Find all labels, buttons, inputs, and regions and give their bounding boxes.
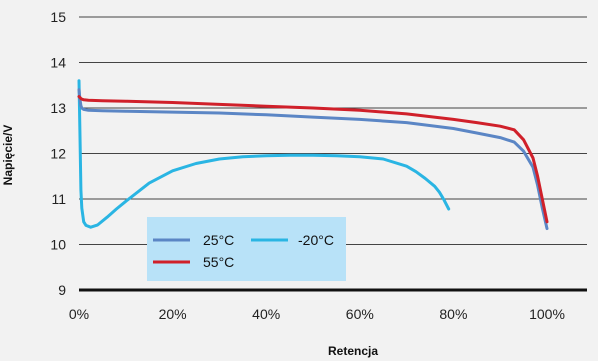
y-tick-labels: 9 10 11 12 13 14 15 [50,9,66,298]
legend: 25°C -20°C 55°C [147,217,346,281]
y-tick-10: 10 [50,237,66,253]
x-tick-60: 60% [346,306,374,322]
legend-box [147,217,346,281]
y-tick-9: 9 [58,282,66,298]
y-tick-12: 12 [50,146,66,162]
x-tick-100: 100% [529,306,565,322]
x-tick-20: 20% [159,306,187,322]
y-tick-15: 15 [50,9,66,25]
y-tick-14: 14 [50,55,66,71]
y-axis-title: Napięcie/V [1,125,15,186]
legend-label-55c: 55°C [203,254,234,270]
y-tick-11: 11 [51,191,66,207]
y-tick-13: 13 [50,100,66,116]
x-tick-0: 0% [69,306,89,322]
series-lines [77,79,549,231]
x-tick-labels: 0% 20% 40% 60% 80% 100% [69,306,565,322]
legend-label-25c: 25°C [203,232,234,248]
series-line-25c [77,88,549,231]
legend-label-minus20c: -20°C [298,232,334,248]
x-tick-80: 80% [439,306,467,322]
series-line-minus20c [77,79,451,229]
series-line-55c [77,95,549,224]
x-axis-title: Retencja [328,344,378,358]
x-tick-40: 40% [252,306,280,322]
